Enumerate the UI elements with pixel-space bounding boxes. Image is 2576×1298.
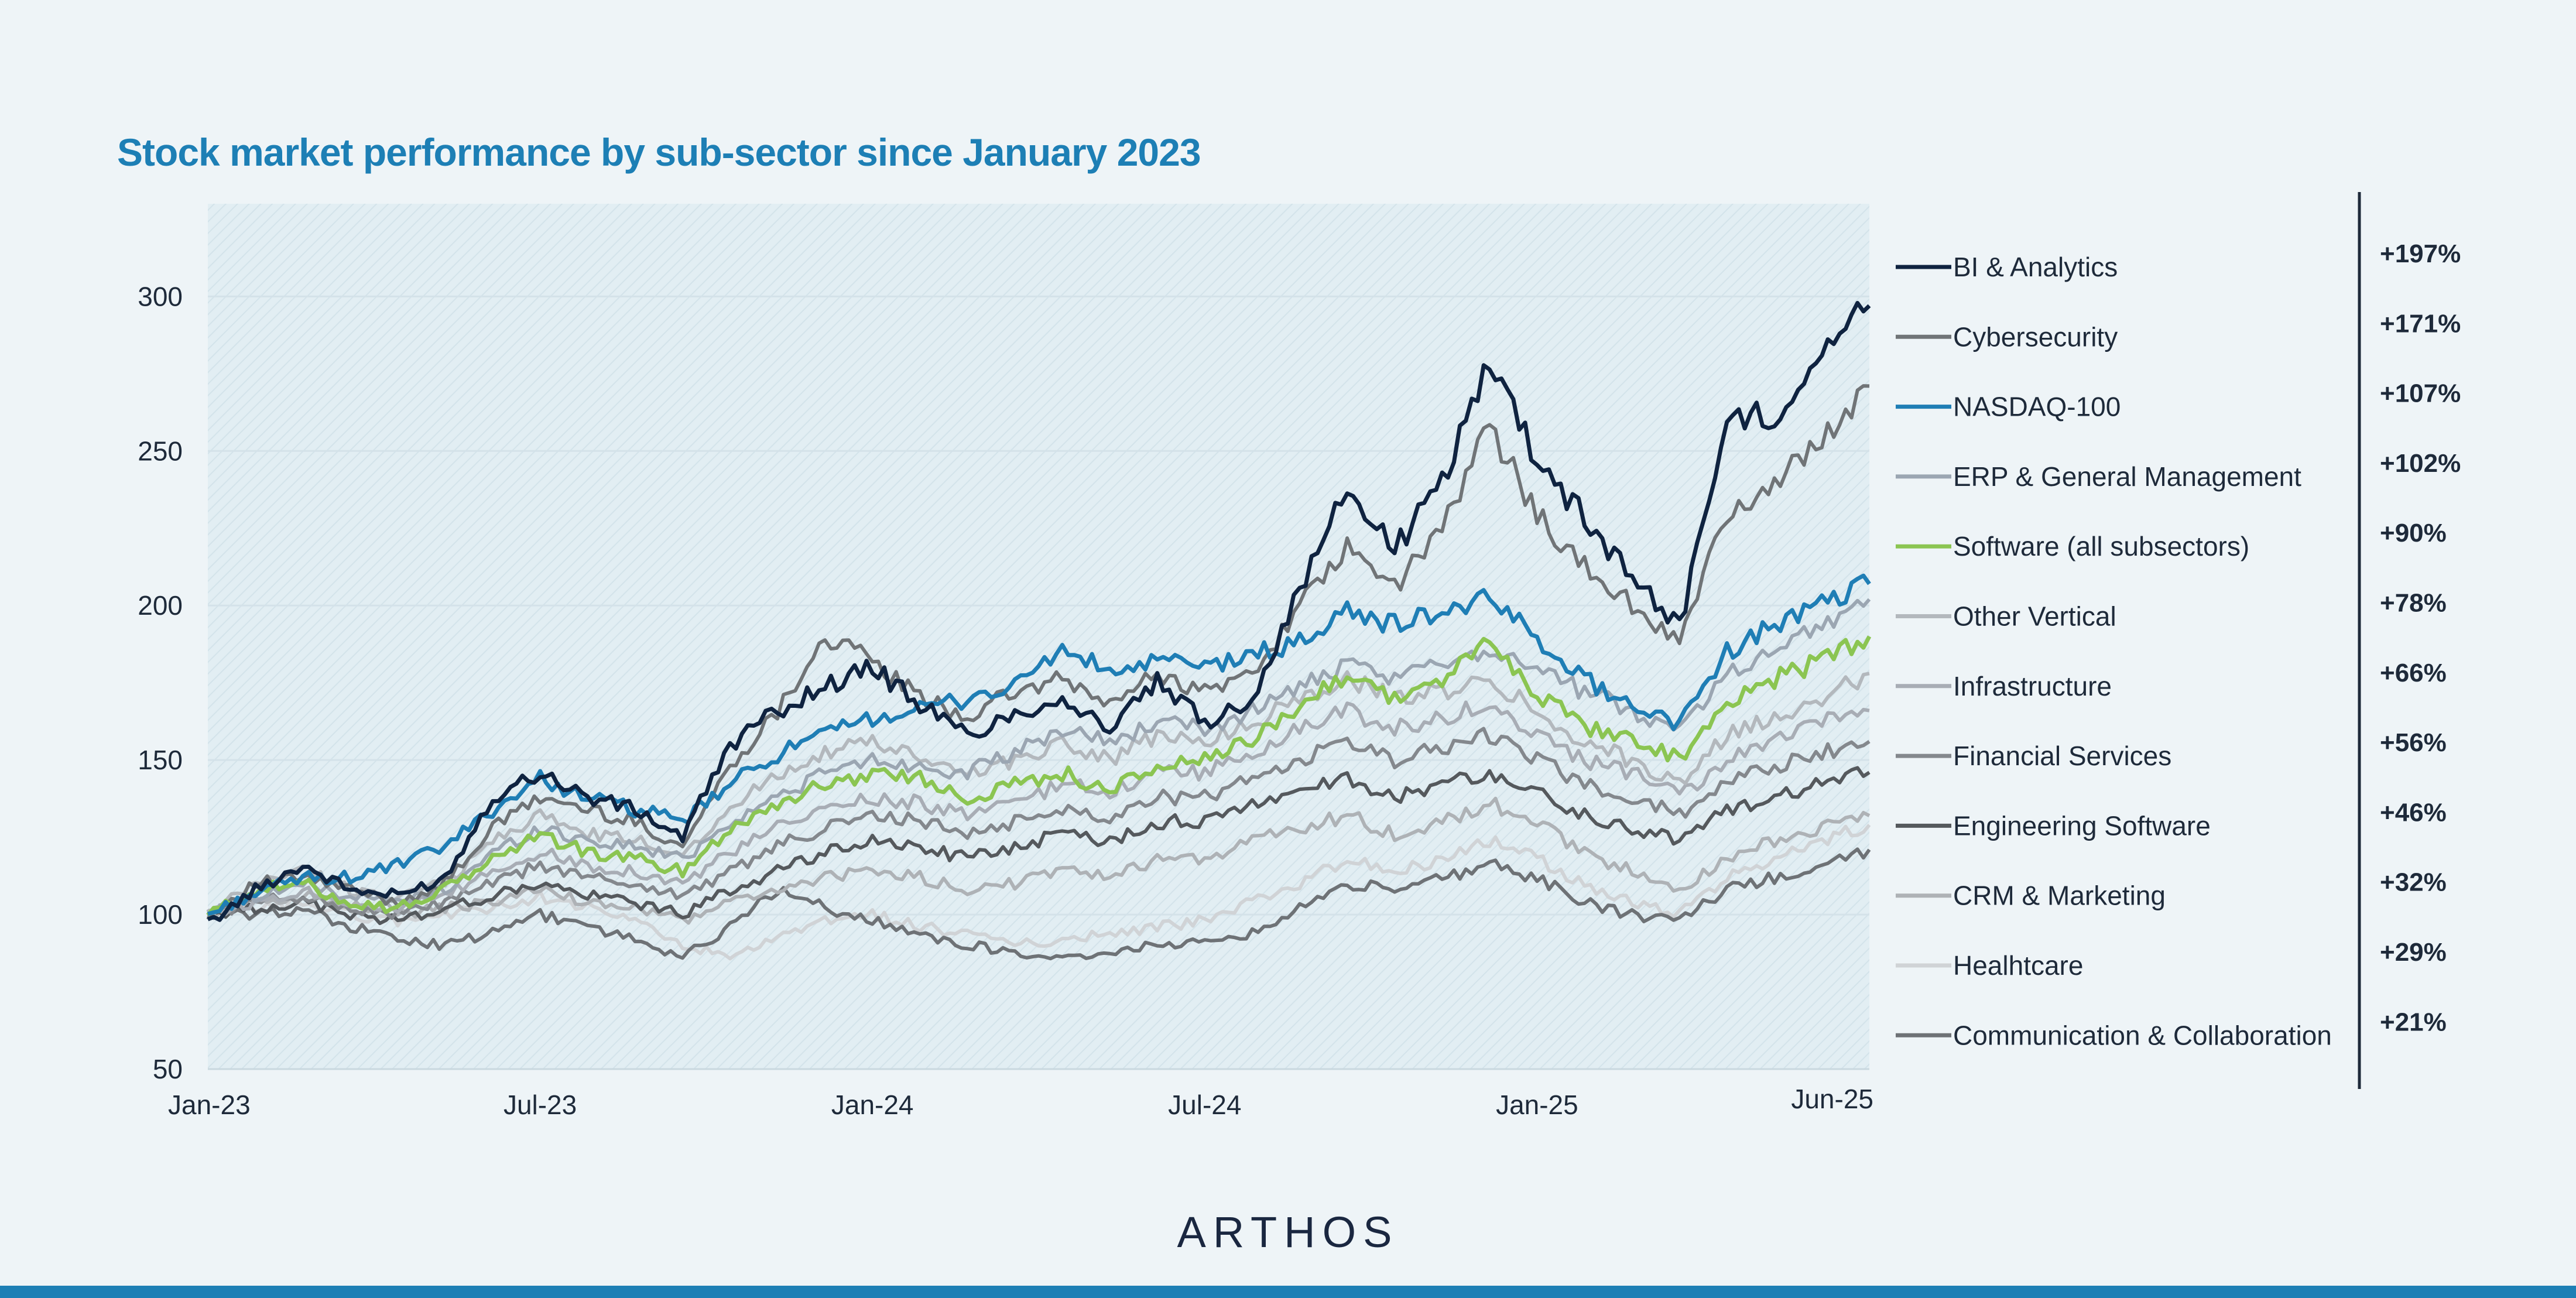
y-tick-label: 300 [138,281,183,311]
x-tick-label: Jan-23 [168,1090,251,1120]
legend-label: NASDAQ-100 [1953,392,2121,422]
series-line-11 [207,847,1871,961]
legend-change-value: +197% [2380,239,2461,268]
series-line-7 [207,727,1871,920]
legend-change-value: +32% [2380,868,2447,897]
plot-area [208,204,1869,1069]
legend-label: Engineering Software [1953,810,2211,841]
bottom-accent-bar [0,1286,2576,1298]
legend-label: Cybersecurity [1953,321,2118,352]
series-line-10 [207,824,1871,961]
series-line-8 [207,766,1871,926]
legend-label: Communication & Collaboration [1953,1020,2332,1050]
x-tick-label: Jan-24 [831,1090,914,1120]
legend-change-value: +56% [2380,728,2447,757]
chart-title: Stock market performance by sub-sector s… [117,131,1201,174]
y-tick-label: 50 [153,1054,183,1084]
x-tick-label: Jul-24 [1168,1090,1241,1120]
legend-change-value: +102% [2380,449,2461,478]
legend-change-value: +66% [2380,659,2447,687]
x-tick-label: Jul-23 [503,1090,577,1120]
series-line-1 [206,384,1870,921]
legend-change-value: +78% [2380,589,2447,618]
x-tick-label: Jun-25 [1791,1084,1873,1114]
series-line-0 [207,301,1871,922]
y-tick-label: 100 [138,899,183,930]
legend-label: BI & Analytics [1953,252,2118,282]
series-line-5 [207,670,1870,915]
y-tick-label: 200 [138,590,183,621]
legend-change-value: +29% [2380,938,2447,967]
legend-label: ERP & General Management [1953,461,2301,492]
legend-label: Healhtcare [1953,950,2083,981]
legend-change-value: +171% [2380,309,2461,338]
y-axis-ticks: 50 100 150 200 250 300 [138,281,183,1084]
legend-label: Financial Services [1953,741,2171,771]
legend-change-value: +46% [2380,798,2447,827]
legend-label: Other Vertical [1953,601,2116,632]
series-line-3 [207,598,1871,918]
series-line-6 [207,700,1870,920]
y-tick-label: 250 [138,436,183,466]
legend-label: CRM & Marketing [1953,881,2166,911]
series-lines [206,301,1872,961]
legend: BI & Analytics +197% Cybersecurity +171% NAS… [1896,239,2461,1050]
series-line-4 [206,635,1872,917]
x-axis-ticks: Jan-23 Jul-23 Jan-24 Jul-24 Jan-25 Jun-25 [168,1084,1873,1120]
legend-label: Software (all subsectors) [1953,531,2249,561]
legend-label: Infrastructure [1953,671,2112,701]
legend-change-value: +107% [2380,379,2461,408]
legend-change-value: +21% [2380,1008,2447,1036]
y-tick-label: 150 [138,745,183,775]
legend-change-value: +90% [2380,519,2447,547]
arthos-logo: ARTHOS [1177,1208,1399,1256]
x-tick-label: Jan-25 [1496,1090,1578,1120]
